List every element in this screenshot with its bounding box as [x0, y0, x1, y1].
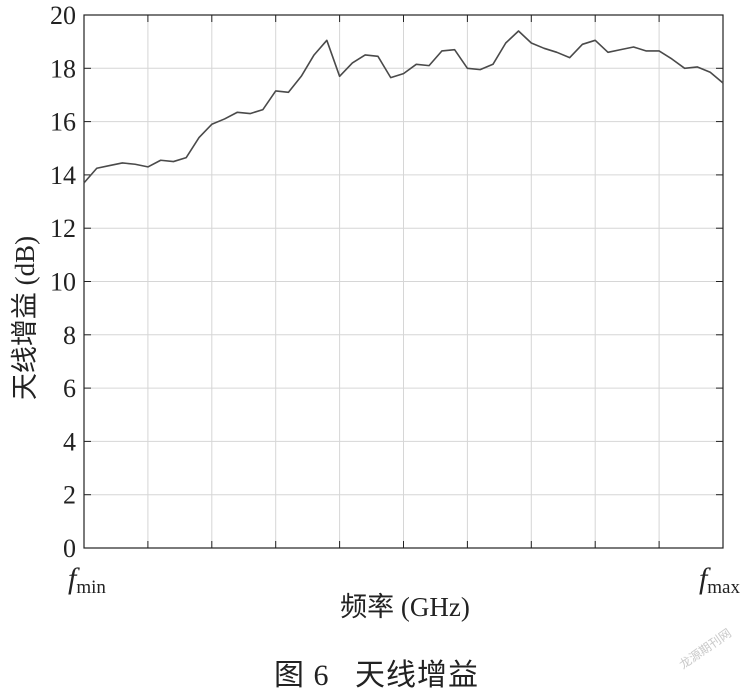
y-axis-label: 天线增益 (dB): [10, 236, 40, 400]
y-tick-label: 8: [63, 321, 76, 350]
series-line: [83, 30, 724, 184]
series-line-group: [83, 30, 724, 184]
y-tick-label: 20: [50, 1, 76, 30]
figure-caption: 图 6 天线增益: [274, 659, 479, 692]
y-tick-label: 12: [50, 214, 76, 243]
y-tick-label: 6: [63, 374, 76, 403]
y-tick-label: 10: [50, 268, 76, 297]
y-tick-label: 18: [50, 54, 76, 83]
y-tick-label: 0: [63, 534, 76, 563]
y-tick-labels: 0 2 4 6 8 10 12 14 16 18 20: [50, 1, 76, 563]
plot-border: [83, 14, 724, 549]
x-tick-label-min: fmin: [68, 562, 106, 598]
y-tick-label: 2: [63, 481, 76, 510]
chart: 0 2 4 6 8 10 12 14 16 18 20 fmin fmax 天线增益 (dB) 频率 …: [10, 1, 740, 622]
y-tick-label: 4: [63, 427, 76, 456]
x-tick-label-max: fmax: [699, 562, 741, 598]
x-axis-label: 频率 (GHz): [340, 592, 470, 622]
y-tick-label: 16: [50, 108, 76, 137]
y-tick-label: 14: [50, 161, 76, 190]
plot-frame: [83, 14, 724, 549]
x-tick-labels: fmin fmax: [68, 562, 740, 598]
grid-lines: [84, 15, 723, 548]
